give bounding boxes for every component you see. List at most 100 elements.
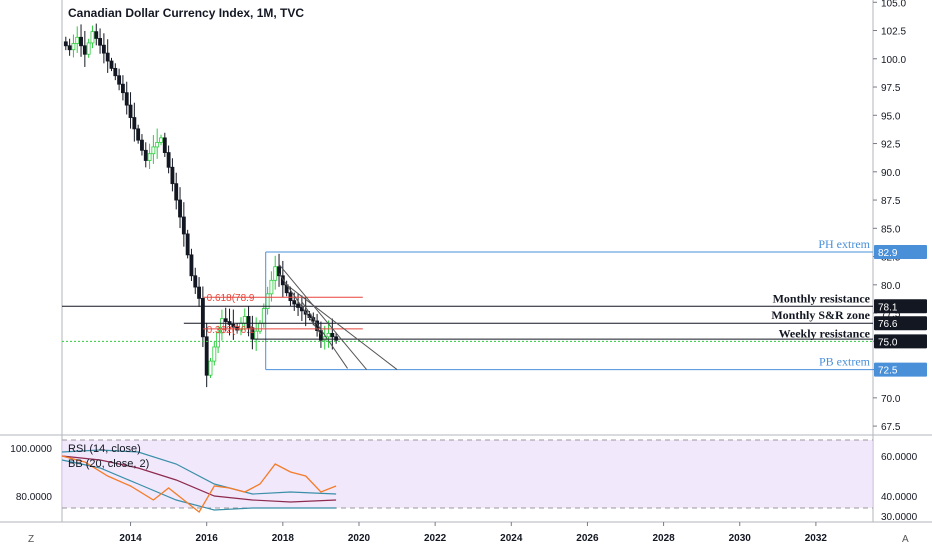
price-tag-label: 76.6 [878, 319, 898, 330]
candle-body [143, 149, 148, 161]
price-tag-label: 82.9 [878, 248, 898, 259]
candle-body [254, 330, 259, 340]
x-tick-label: 2028 [652, 533, 675, 544]
rsi-tick-label: 40.0000 [881, 492, 918, 503]
bb-basis-line [61, 455, 337, 503]
price-tag-label: 75.0 [878, 337, 898, 348]
x-tick-label: 2024 [500, 533, 523, 544]
y-tick-label: 90.0 [881, 168, 901, 179]
candle-body [124, 92, 129, 106]
x-tick-label: 2030 [729, 533, 752, 544]
y-tick-label: 70.0 [881, 394, 901, 405]
rsi-tick-label: 60.0000 [881, 452, 918, 463]
candle-body [117, 75, 122, 85]
candle-body [147, 153, 152, 161]
x-tick-label: 2016 [196, 533, 219, 544]
y-tick-label: 87.5 [881, 196, 901, 207]
x-tick-label: 2032 [805, 533, 828, 544]
y-tick-label: 97.5 [881, 83, 901, 94]
candle-body [216, 332, 221, 348]
rsi-tick-label: 30.0000 [881, 512, 918, 523]
auto-scale-toggle[interactable]: A [902, 534, 909, 545]
candle-body [128, 104, 133, 118]
candle-body [280, 275, 285, 286]
candle-body [82, 45, 87, 55]
candle-body [136, 128, 141, 141]
candle-body [212, 346, 217, 362]
rsi-line [61, 455, 337, 513]
candle-body [326, 333, 331, 338]
y-tick-label: 102.5 [881, 27, 906, 38]
annotation-label: Weekly resistance [779, 326, 871, 340]
candle-body [204, 336, 209, 376]
trendline-3 [286, 284, 398, 370]
chart-title: Canadian Dollar Currency Index, 1M, TVC [68, 6, 305, 20]
price-tag-bg [874, 299, 927, 314]
candle-body [231, 323, 236, 328]
rsi-label: RSI (14, close) [68, 443, 141, 455]
y-tick-label: 100.0 [881, 55, 906, 66]
x-tick-label: 2022 [424, 533, 447, 544]
candle-body [162, 137, 167, 153]
candle-body [277, 266, 281, 277]
candle-body [261, 308, 266, 324]
candle-body [322, 336, 327, 341]
candle-body [105, 52, 110, 62]
price-tag-bg [874, 362, 927, 377]
candle-body [109, 60, 114, 69]
y-tick-label: 92.5 [881, 140, 901, 151]
candle-body [71, 43, 76, 51]
candle-body [189, 254, 194, 277]
candle-body [151, 146, 156, 155]
x-tick-label: 2014 [119, 533, 142, 544]
candle-body [101, 44, 106, 54]
bb-upper-line [61, 449, 337, 495]
candle-body [174, 183, 179, 201]
y-tick-label: 67.5 [881, 422, 901, 433]
candle-body [292, 300, 297, 305]
price-tag-bg [874, 316, 927, 331]
candle-body [334, 336, 339, 341]
candle-body [200, 297, 205, 338]
annotation-label: Monthly S&R zone [771, 308, 870, 322]
y-tick-label: 77.5 [881, 309, 901, 320]
candle-body [75, 36, 80, 44]
candle-body [166, 152, 171, 168]
x-tick-label: 2020 [348, 533, 371, 544]
annotation-label: PB extrem [819, 355, 871, 369]
candle-body [208, 360, 213, 376]
candle-body [197, 286, 201, 299]
price-tag-label: 78.1 [878, 302, 898, 313]
annotation-label: Monthly resistance [773, 291, 871, 305]
candle-body [258, 322, 262, 332]
rsi-band-fill [62, 440, 873, 508]
candle-body [79, 36, 83, 47]
candle-body [94, 31, 99, 39]
bb-label: BB (20, close, 2) [68, 458, 150, 470]
candle-body [63, 41, 68, 47]
candle-body [86, 42, 91, 55]
y-tick-label: 95.0 [881, 111, 901, 122]
candle-body [288, 292, 293, 302]
candle-body [246, 316, 251, 329]
y-tick-label: 85.0 [881, 224, 901, 235]
x-tick-label: 2026 [576, 533, 599, 544]
candle-body [178, 199, 182, 218]
y-tick-label: 105.0 [881, 0, 906, 9]
price-tag-bg [874, 334, 927, 349]
candle-body [219, 318, 224, 334]
candle-body [132, 117, 137, 130]
candle-body [273, 266, 278, 281]
candle-body [193, 275, 198, 288]
timezone-toggle[interactable]: Z [28, 534, 35, 545]
candle-body [98, 38, 102, 46]
candle-body [170, 166, 175, 185]
annotation-label: PH extrem [818, 237, 870, 251]
candle-body [318, 330, 323, 341]
bb-tick-label: 100.0000 [10, 444, 52, 455]
fib-618-label: 0.618(78.9 [207, 293, 255, 304]
bb-lower-line [61, 459, 337, 511]
candle-body [140, 139, 144, 151]
bb-tick-label: 80.0000 [16, 492, 53, 503]
